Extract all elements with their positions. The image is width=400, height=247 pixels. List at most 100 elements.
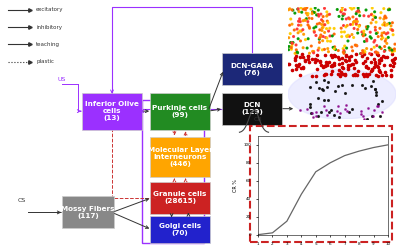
Point (373, 20, 379, 24)
Point (293, 54, 300, 58)
Point (321, 74, 328, 78)
Point (344, 46, 350, 50)
Point (383, 16, 389, 20)
Point (376, 68, 382, 72)
Point (344, 63, 351, 67)
Point (313, 80, 319, 84)
Point (305, 20, 311, 23)
Point (386, 21, 393, 25)
Point (328, 63, 335, 67)
Point (315, 8, 322, 12)
Point (316, 41, 323, 44)
Point (372, 50, 378, 54)
Point (355, 9, 361, 13)
Point (297, 29, 303, 33)
Point (320, 35, 326, 39)
Point (389, 48, 395, 52)
Point (338, 26, 344, 30)
Point (353, 43, 360, 47)
Point (331, 53, 337, 57)
Point (360, 34, 366, 38)
Point (326, 12, 333, 16)
Point (296, 10, 302, 14)
Point (342, 8, 348, 12)
Point (378, 11, 384, 15)
Point (363, 64, 369, 68)
Point (392, 57, 398, 61)
Point (324, 63, 330, 67)
Point (298, 6, 304, 10)
Point (361, 29, 367, 33)
Point (318, 110, 325, 114)
Point (285, 48, 292, 52)
Point (387, 63, 393, 67)
Point (300, 46, 306, 50)
Point (381, 17, 387, 21)
Point (363, 65, 369, 69)
Point (374, 52, 380, 56)
Point (385, 8, 392, 12)
Point (372, 28, 379, 32)
Point (318, 18, 325, 22)
Point (319, 48, 326, 52)
Point (326, 110, 332, 114)
Point (302, 18, 308, 22)
Point (349, 7, 355, 11)
Point (311, 29, 317, 33)
Point (307, 105, 314, 109)
Point (299, 55, 306, 59)
Point (341, 30, 348, 34)
Point (339, 66, 346, 70)
Point (378, 73, 385, 77)
Point (311, 26, 317, 30)
FancyBboxPatch shape (150, 216, 210, 243)
Point (351, 19, 358, 23)
Point (334, 72, 341, 76)
Point (313, 25, 319, 29)
Point (372, 15, 378, 19)
Point (343, 54, 350, 58)
Point (350, 20, 357, 24)
Point (350, 36, 357, 40)
Point (325, 80, 331, 84)
Point (385, 31, 391, 35)
Point (381, 7, 387, 11)
Point (371, 40, 377, 44)
Point (285, 62, 292, 66)
Point (390, 48, 396, 52)
Point (321, 104, 328, 108)
Point (293, 48, 300, 52)
Point (352, 20, 358, 23)
Point (298, 66, 304, 70)
Point (295, 37, 301, 41)
Point (371, 65, 378, 69)
Point (352, 43, 358, 47)
Point (383, 32, 390, 36)
Point (373, 73, 379, 77)
Point (324, 13, 331, 17)
FancyBboxPatch shape (150, 137, 210, 177)
Point (324, 98, 331, 102)
Point (322, 53, 328, 57)
Point (321, 47, 328, 51)
Point (365, 66, 371, 70)
Point (323, 113, 330, 117)
Point (358, 52, 364, 56)
Point (286, 36, 292, 40)
Point (308, 111, 314, 115)
Point (353, 23, 360, 27)
Point (300, 28, 306, 32)
Point (330, 61, 337, 65)
Point (334, 109, 340, 113)
Point (384, 55, 390, 59)
Point (352, 73, 358, 77)
Point (368, 21, 374, 25)
Point (390, 48, 396, 52)
Point (353, 22, 360, 26)
Point (384, 23, 390, 27)
Point (314, 53, 320, 57)
Point (294, 51, 301, 55)
Point (372, 16, 379, 20)
Point (386, 7, 392, 11)
Point (329, 54, 336, 58)
